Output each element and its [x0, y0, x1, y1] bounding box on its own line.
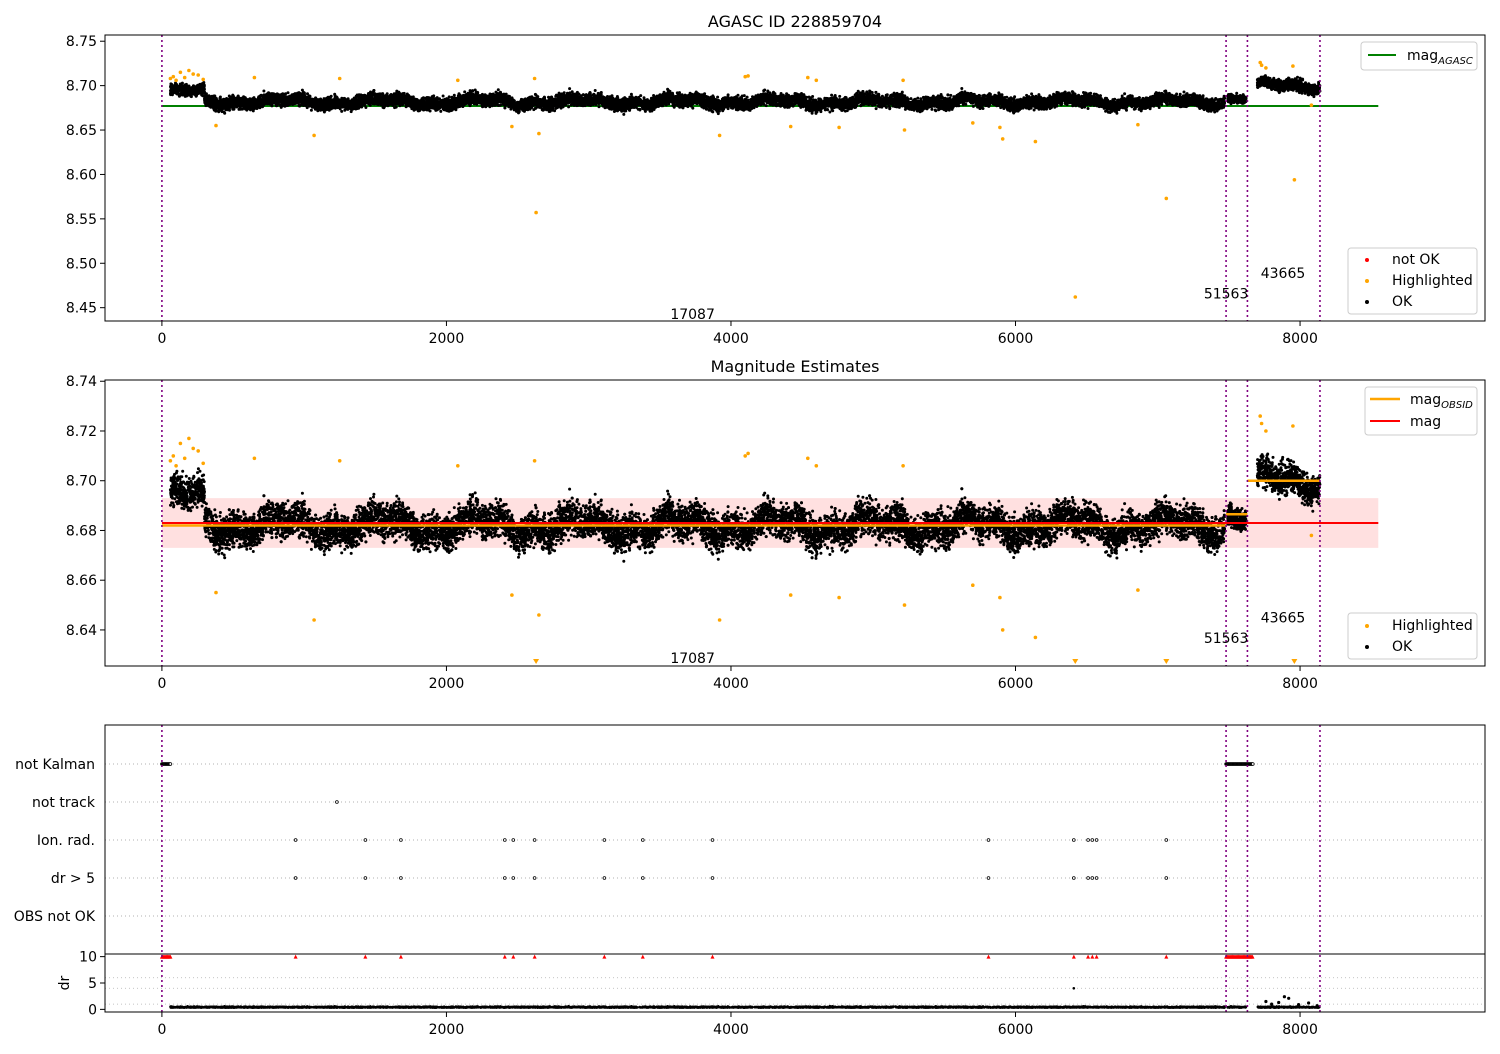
ok-point [340, 110, 343, 113]
ok-point [716, 96, 719, 99]
ok-point [563, 91, 566, 94]
ok-point [172, 85, 175, 88]
ok-point [201, 82, 204, 85]
ok-point [960, 87, 963, 90]
ok-point [180, 87, 183, 90]
ok-point [972, 105, 975, 108]
ok-point [765, 104, 768, 107]
ok-point [262, 90, 265, 93]
ok-point [177, 88, 180, 91]
ok-point [184, 95, 187, 98]
ok-point [179, 84, 182, 87]
ok-point [463, 90, 466, 93]
ok-point [181, 93, 184, 96]
ok-point [195, 95, 198, 98]
ok-point [189, 87, 192, 90]
ok-point [442, 95, 445, 98]
ok-point [194, 88, 197, 91]
ok-point [910, 97, 913, 100]
ok-point [169, 93, 172, 96]
ok-point [169, 82, 172, 85]
ok-point [170, 88, 173, 91]
ok-point [997, 91, 1000, 94]
ok-point [185, 83, 188, 86]
ok-point [568, 87, 571, 90]
ok-point [930, 108, 933, 111]
ok-point [187, 94, 190, 97]
ok-point [191, 93, 194, 96]
ok-point [199, 90, 202, 93]
ok-point [175, 83, 178, 86]
ok-point [184, 91, 187, 94]
ok-point [497, 88, 500, 91]
ok-point [439, 110, 442, 113]
ok-point [197, 85, 200, 88]
